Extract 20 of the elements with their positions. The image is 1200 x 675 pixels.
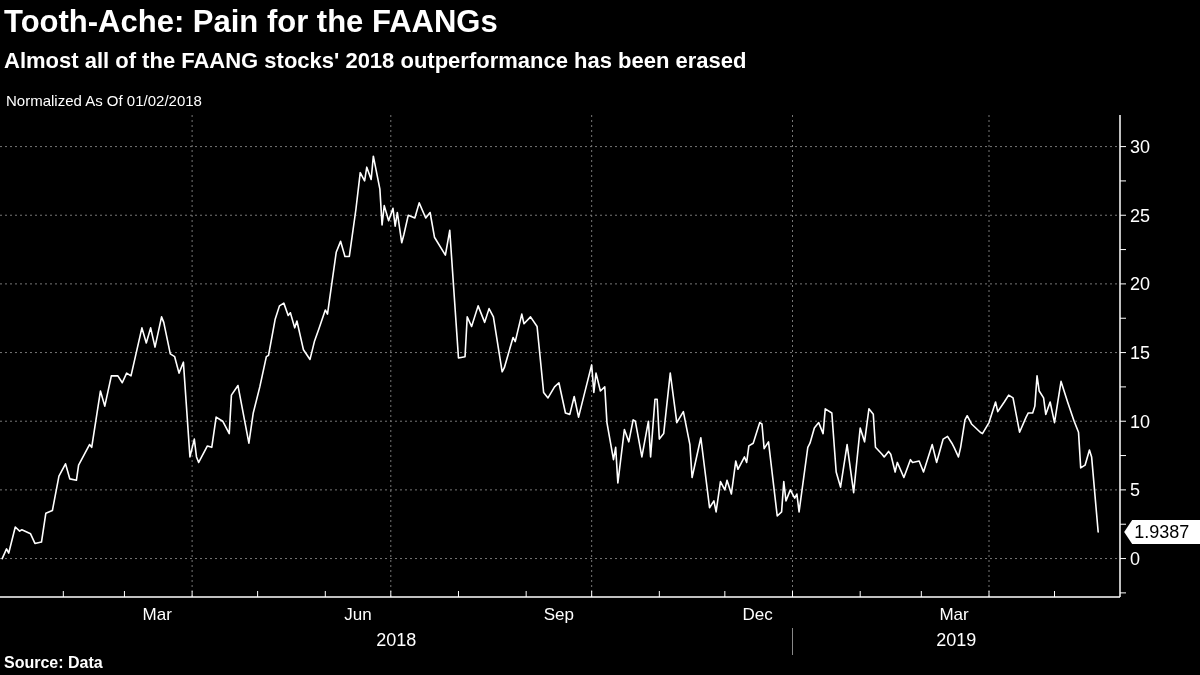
y-tick-label: 25 xyxy=(1130,205,1151,226)
x-tick-label: Jun xyxy=(344,605,372,624)
annotation: 1.9387 xyxy=(1134,522,1190,543)
line-series xyxy=(1,155,1099,560)
source-note: Source: Data xyxy=(4,654,103,671)
y-tick-label: 0 xyxy=(1130,548,1141,569)
y-tick-label: 15 xyxy=(1130,342,1151,363)
y-tick-label: 20 xyxy=(1130,274,1151,295)
y-tick-label: 10 xyxy=(1130,411,1151,432)
y-tick-label: 30 xyxy=(1130,136,1151,157)
text: Normalized As Of 01/02/2018 xyxy=(6,92,202,109)
text: 2018 xyxy=(376,630,417,650)
chart-subtitle: Almost all of the FAANG stocks' 2018 outperformance has been erased xyxy=(4,48,747,73)
x-tick-label: Dec xyxy=(742,605,774,624)
x-tick-label: Sep xyxy=(543,605,575,624)
x-tick-label: Mar xyxy=(939,605,970,624)
chart-title: Tooth-Ache: Pain for the FAANGs xyxy=(4,4,498,39)
y-tick-label: 5 xyxy=(1130,480,1141,501)
x-tick-label: Mar xyxy=(142,605,173,624)
text: 2019 xyxy=(936,630,977,650)
